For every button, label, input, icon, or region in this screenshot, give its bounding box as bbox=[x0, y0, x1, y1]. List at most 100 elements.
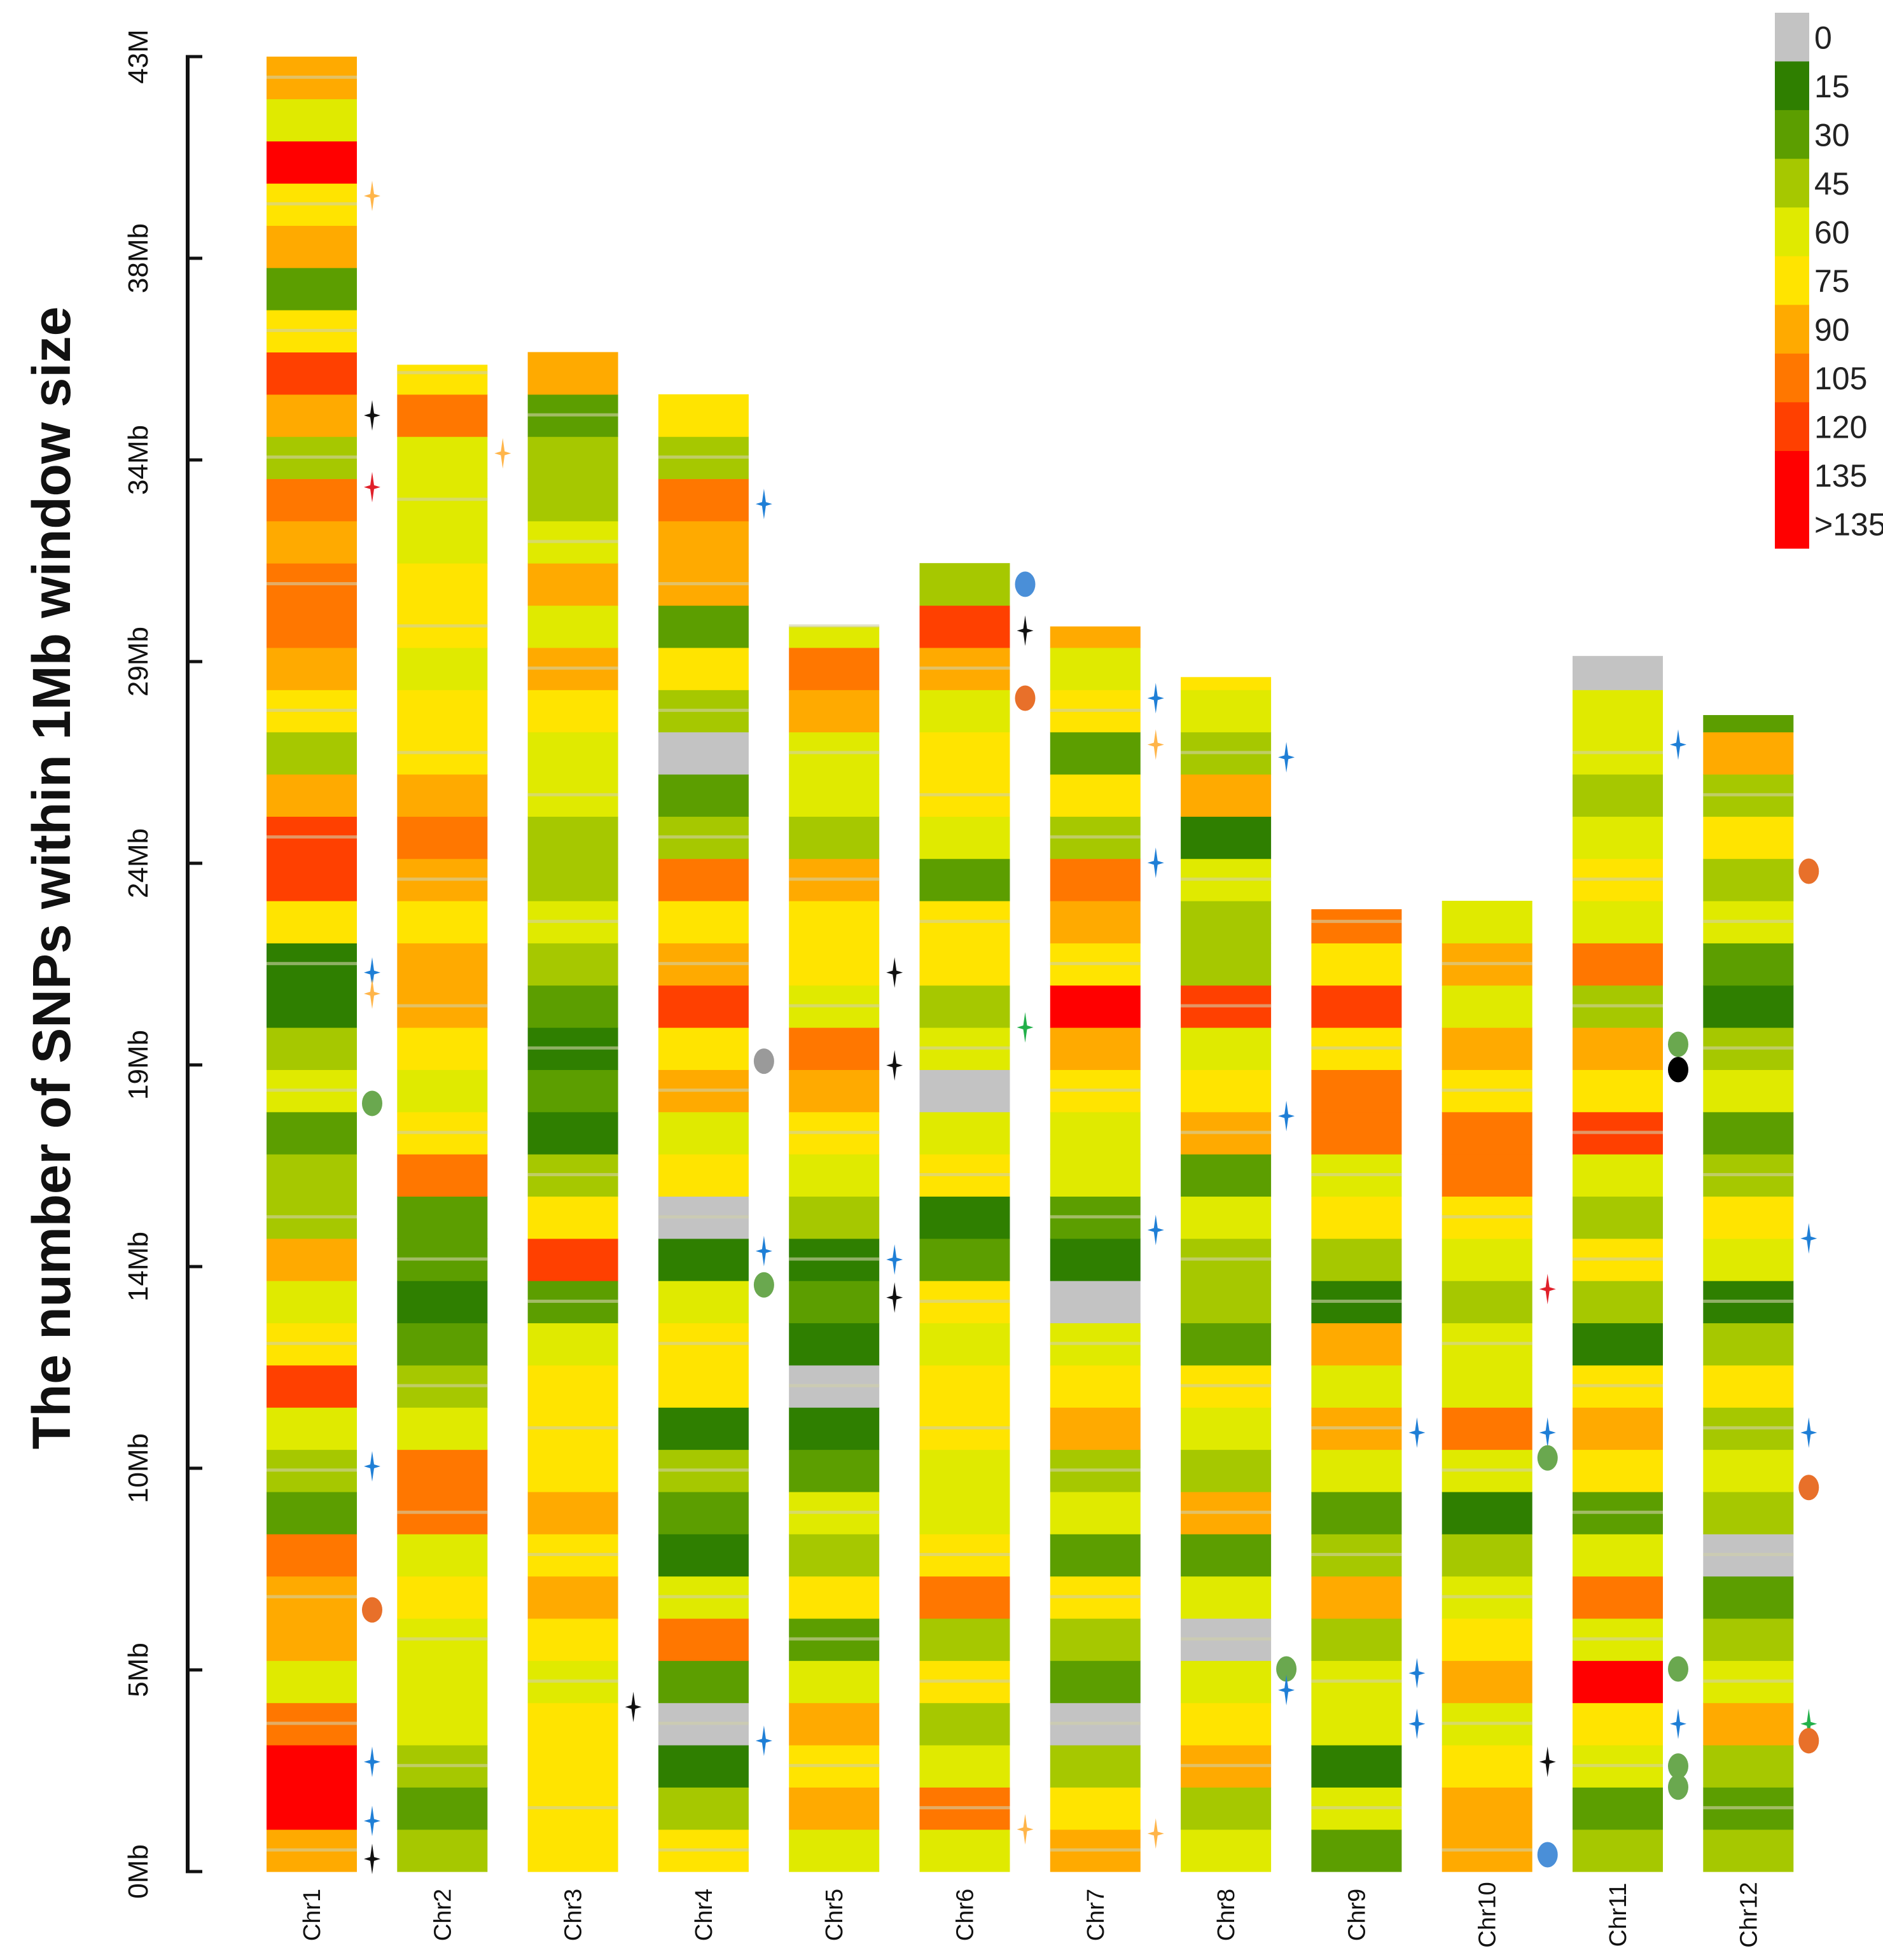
density-bin bbox=[658, 774, 749, 817]
density-bin bbox=[397, 900, 488, 943]
density-bin bbox=[1573, 1281, 1663, 1324]
density-stripe bbox=[1442, 1848, 1532, 1852]
density-bin bbox=[1181, 900, 1272, 943]
density-bin bbox=[267, 1407, 357, 1450]
density-bin bbox=[1703, 1449, 1794, 1492]
density-bin bbox=[919, 732, 1010, 775]
density-bin bbox=[267, 1281, 357, 1324]
legend-swatch bbox=[1775, 207, 1809, 257]
star-marker-icon bbox=[1147, 1214, 1164, 1246]
star-marker-icon bbox=[1017, 615, 1034, 646]
star-marker-icon bbox=[364, 471, 380, 503]
density-stripe bbox=[919, 793, 1010, 796]
legend-swatch bbox=[1775, 13, 1809, 62]
density-bin bbox=[527, 1491, 618, 1534]
density-bin bbox=[789, 1660, 880, 1704]
density-bin bbox=[1703, 1365, 1794, 1408]
y-tick-label: 14Mb bbox=[123, 1232, 154, 1302]
density-bin bbox=[397, 1323, 488, 1366]
density-stripe bbox=[267, 835, 357, 839]
star-marker-icon bbox=[1147, 847, 1164, 879]
chromosome-label: Chr10 bbox=[1475, 1882, 1501, 1948]
density-bin bbox=[397, 1281, 488, 1324]
density-stripe bbox=[1050, 962, 1141, 966]
density-bin bbox=[1311, 1238, 1402, 1281]
star-marker-icon bbox=[364, 1451, 380, 1482]
density-stripe bbox=[1311, 1299, 1402, 1303]
density-bin bbox=[919, 1111, 1010, 1155]
density-stripe bbox=[789, 1384, 880, 1387]
density-bin bbox=[527, 1618, 618, 1661]
density-bin bbox=[919, 1238, 1010, 1281]
density-bin bbox=[789, 1281, 880, 1324]
density-bin bbox=[267, 900, 357, 943]
legend-label: 0 bbox=[1814, 20, 1832, 55]
density-stripe bbox=[658, 1342, 749, 1345]
star-marker-icon bbox=[886, 1282, 903, 1313]
density-bin bbox=[658, 647, 749, 690]
ellipse-marker-icon bbox=[1668, 1753, 1688, 1779]
y-tick-label: 5Mb bbox=[123, 1643, 154, 1697]
density-bin bbox=[789, 1449, 880, 1492]
density-bin bbox=[397, 1069, 488, 1113]
star-marker-icon bbox=[1147, 1818, 1164, 1849]
density-bin bbox=[397, 1787, 488, 1830]
density-stripe bbox=[658, 1215, 749, 1219]
density-stripe bbox=[267, 1595, 357, 1599]
density-stripe bbox=[789, 1637, 880, 1641]
density-stripe bbox=[1573, 751, 1663, 754]
star-marker-icon bbox=[1408, 1708, 1426, 1739]
density-bin bbox=[1181, 1449, 1272, 1492]
legend-swatch bbox=[1775, 158, 1809, 208]
density-stripe bbox=[1050, 1088, 1141, 1092]
density-bin bbox=[1442, 1660, 1532, 1704]
density-bin bbox=[1703, 1196, 1794, 1239]
y-tick-label: 10Mb bbox=[123, 1433, 154, 1503]
density-bin bbox=[658, 1154, 749, 1197]
density-bin bbox=[789, 1154, 880, 1197]
legend-swatch bbox=[1775, 305, 1809, 354]
density-bin bbox=[267, 1787, 357, 1830]
y-tick-label: 19Mb bbox=[123, 1030, 154, 1100]
density-bin bbox=[1573, 1154, 1663, 1197]
star-marker-icon bbox=[1670, 1708, 1686, 1739]
density-bin bbox=[1311, 1196, 1402, 1239]
ellipse-marker-icon bbox=[1798, 1728, 1819, 1754]
density-bin bbox=[658, 1618, 749, 1661]
density-stripe bbox=[919, 1299, 1010, 1303]
density-bin bbox=[397, 816, 488, 859]
density-stripe bbox=[1181, 751, 1272, 754]
density-bin bbox=[1573, 1196, 1663, 1239]
density-bin bbox=[1050, 1787, 1141, 1830]
density-bin bbox=[527, 1069, 618, 1113]
density-stripe bbox=[1703, 1172, 1794, 1176]
density-bin bbox=[267, 774, 357, 817]
density-stripe bbox=[1442, 1088, 1532, 1092]
density-bin bbox=[1050, 858, 1141, 901]
density-bin bbox=[1442, 1281, 1532, 1324]
density-stripe bbox=[267, 328, 357, 332]
density-bin bbox=[919, 1744, 1010, 1788]
chromosome-chr9: Chr9 bbox=[1311, 909, 1402, 1941]
chromosome-label: Chr12 bbox=[1735, 1882, 1762, 1948]
density-bin bbox=[1442, 1111, 1532, 1155]
star-marker-icon bbox=[886, 1050, 903, 1081]
density-bin bbox=[267, 1365, 357, 1408]
density-bin bbox=[397, 1660, 488, 1704]
density-stripe bbox=[1181, 1637, 1272, 1641]
density-bin bbox=[1181, 690, 1272, 733]
density-bin bbox=[919, 1449, 1010, 1492]
density-stripe bbox=[658, 1848, 749, 1852]
y-tick-label: 24Mb bbox=[123, 828, 154, 898]
density-bin bbox=[919, 1702, 1010, 1746]
chromosome-chr5: Chr5 bbox=[789, 624, 880, 1941]
density-bin bbox=[919, 690, 1010, 733]
density-bin bbox=[789, 1576, 880, 1619]
color-legend: 0 15 30 45 60 75 90 105 120 135 >135 bbox=[1775, 13, 1883, 549]
legend-swatch bbox=[1775, 256, 1809, 305]
density-bin bbox=[1573, 1449, 1663, 1492]
density-bin bbox=[658, 732, 749, 775]
ellipse-marker-icon bbox=[1668, 1057, 1688, 1083]
density-stripe bbox=[267, 1848, 357, 1852]
density-bin bbox=[397, 647, 488, 690]
